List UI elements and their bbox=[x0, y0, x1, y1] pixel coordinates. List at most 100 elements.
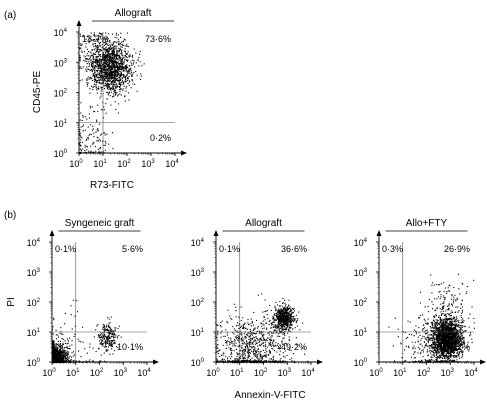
data-point bbox=[108, 342, 110, 344]
data-point bbox=[247, 348, 249, 350]
data-point bbox=[248, 335, 250, 337]
data-point bbox=[130, 71, 132, 73]
y-axis-arrow bbox=[76, 20, 82, 26]
data-point bbox=[104, 58, 106, 60]
data-point bbox=[109, 66, 111, 68]
data-point bbox=[94, 111, 96, 113]
data-point bbox=[227, 340, 229, 342]
data-point bbox=[60, 327, 62, 329]
data-point bbox=[264, 344, 266, 346]
data-point bbox=[120, 62, 122, 64]
data-point bbox=[115, 55, 117, 57]
data-point bbox=[275, 332, 277, 334]
data-point bbox=[79, 57, 81, 59]
data-point bbox=[103, 76, 105, 78]
data-point bbox=[122, 60, 124, 62]
data-point bbox=[115, 75, 117, 77]
data-point bbox=[81, 67, 83, 69]
data-point bbox=[99, 75, 101, 77]
data-point bbox=[98, 347, 100, 349]
data-point bbox=[128, 69, 130, 71]
data-point bbox=[88, 38, 90, 40]
data-point bbox=[55, 360, 57, 362]
data-point bbox=[117, 75, 119, 77]
data-point bbox=[265, 356, 267, 358]
data-point bbox=[283, 307, 285, 309]
data-point bbox=[79, 60, 81, 62]
data-point bbox=[279, 311, 281, 313]
data-point bbox=[107, 88, 109, 90]
data-point bbox=[101, 109, 103, 111]
data-point bbox=[59, 357, 61, 359]
data-point bbox=[273, 325, 275, 327]
data-point bbox=[245, 348, 247, 350]
data-point bbox=[124, 76, 126, 78]
data-point bbox=[122, 62, 124, 64]
data-point bbox=[105, 76, 107, 78]
data-point bbox=[96, 50, 98, 52]
data-point bbox=[60, 357, 62, 359]
data-point bbox=[114, 82, 116, 84]
data-point bbox=[116, 66, 118, 68]
data-point bbox=[110, 344, 112, 346]
data-point bbox=[118, 325, 120, 327]
data-point bbox=[85, 43, 87, 45]
data-point bbox=[286, 323, 288, 325]
data-point bbox=[116, 64, 118, 66]
data-point bbox=[117, 69, 119, 71]
data-point bbox=[102, 87, 104, 89]
data-point bbox=[284, 307, 286, 309]
data-point bbox=[61, 346, 63, 348]
data-point bbox=[250, 318, 252, 320]
data-point bbox=[69, 360, 71, 362]
data-point bbox=[107, 86, 109, 88]
data-point bbox=[227, 357, 229, 359]
data-point bbox=[56, 358, 58, 360]
data-point bbox=[272, 318, 274, 320]
data-point bbox=[105, 59, 107, 61]
data-point bbox=[225, 355, 227, 357]
data-point bbox=[122, 74, 124, 76]
data-point bbox=[217, 360, 219, 362]
data-point bbox=[285, 313, 287, 315]
data-point bbox=[87, 68, 89, 70]
data-point bbox=[235, 348, 237, 350]
data-point bbox=[104, 134, 106, 136]
data-point bbox=[124, 48, 126, 50]
data-point bbox=[111, 72, 113, 74]
data-point bbox=[114, 80, 116, 82]
data-point bbox=[100, 90, 102, 92]
data-point bbox=[110, 78, 112, 80]
data-point bbox=[121, 67, 123, 69]
data-point bbox=[283, 316, 285, 318]
data-point bbox=[297, 318, 299, 320]
data-point bbox=[119, 56, 121, 58]
data-point bbox=[100, 33, 102, 35]
data-point bbox=[286, 354, 288, 356]
data-point bbox=[67, 342, 69, 344]
data-point bbox=[279, 312, 281, 314]
panel-label-b: (b) bbox=[4, 210, 16, 221]
data-point bbox=[100, 354, 102, 356]
data-point bbox=[112, 88, 114, 90]
data-point bbox=[92, 128, 94, 130]
data-point bbox=[107, 59, 109, 61]
data-point bbox=[57, 348, 59, 350]
data-point bbox=[104, 335, 106, 337]
data-point bbox=[289, 347, 291, 349]
data-point bbox=[116, 49, 118, 51]
data-point bbox=[227, 362, 229, 364]
data-point bbox=[94, 34, 96, 36]
data-point bbox=[248, 354, 250, 356]
data-point bbox=[110, 343, 112, 345]
data-point bbox=[86, 58, 88, 60]
data-point bbox=[292, 328, 294, 330]
data-point bbox=[113, 57, 115, 59]
data-point bbox=[105, 329, 107, 331]
data-point bbox=[91, 63, 93, 65]
data-point bbox=[87, 68, 89, 70]
data-point bbox=[275, 315, 277, 317]
data-point bbox=[107, 48, 109, 50]
data-point bbox=[113, 71, 115, 73]
data-point bbox=[95, 51, 97, 53]
